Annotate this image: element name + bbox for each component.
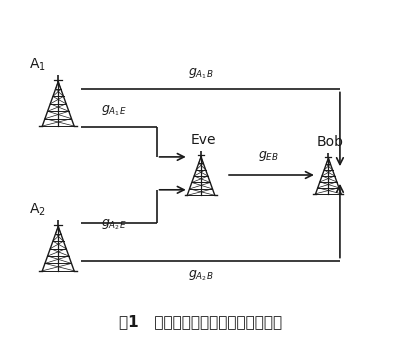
Text: A$_1$: A$_1$	[28, 57, 45, 73]
Text: $\mathit{g}_{A_1B}$: $\mathit{g}_{A_1B}$	[188, 66, 213, 81]
Text: $\mathit{g}_{A_1E}$: $\mathit{g}_{A_1E}$	[101, 104, 127, 118]
Text: $\mathit{g}_{A_2B}$: $\mathit{g}_{A_2B}$	[188, 269, 213, 284]
Text: Bob: Bob	[316, 135, 343, 149]
Text: 图1   高斯矢量多路输入窃听信道模型: 图1 高斯矢量多路输入窃听信道模型	[119, 315, 282, 330]
Text: A$_2$: A$_2$	[28, 201, 45, 218]
Text: $\mathit{g}_{A_2E}$: $\mathit{g}_{A_2E}$	[101, 218, 127, 232]
Text: $\mathit{g}_{EB}$: $\mathit{g}_{EB}$	[257, 149, 278, 163]
Text: Eve: Eve	[190, 133, 215, 147]
